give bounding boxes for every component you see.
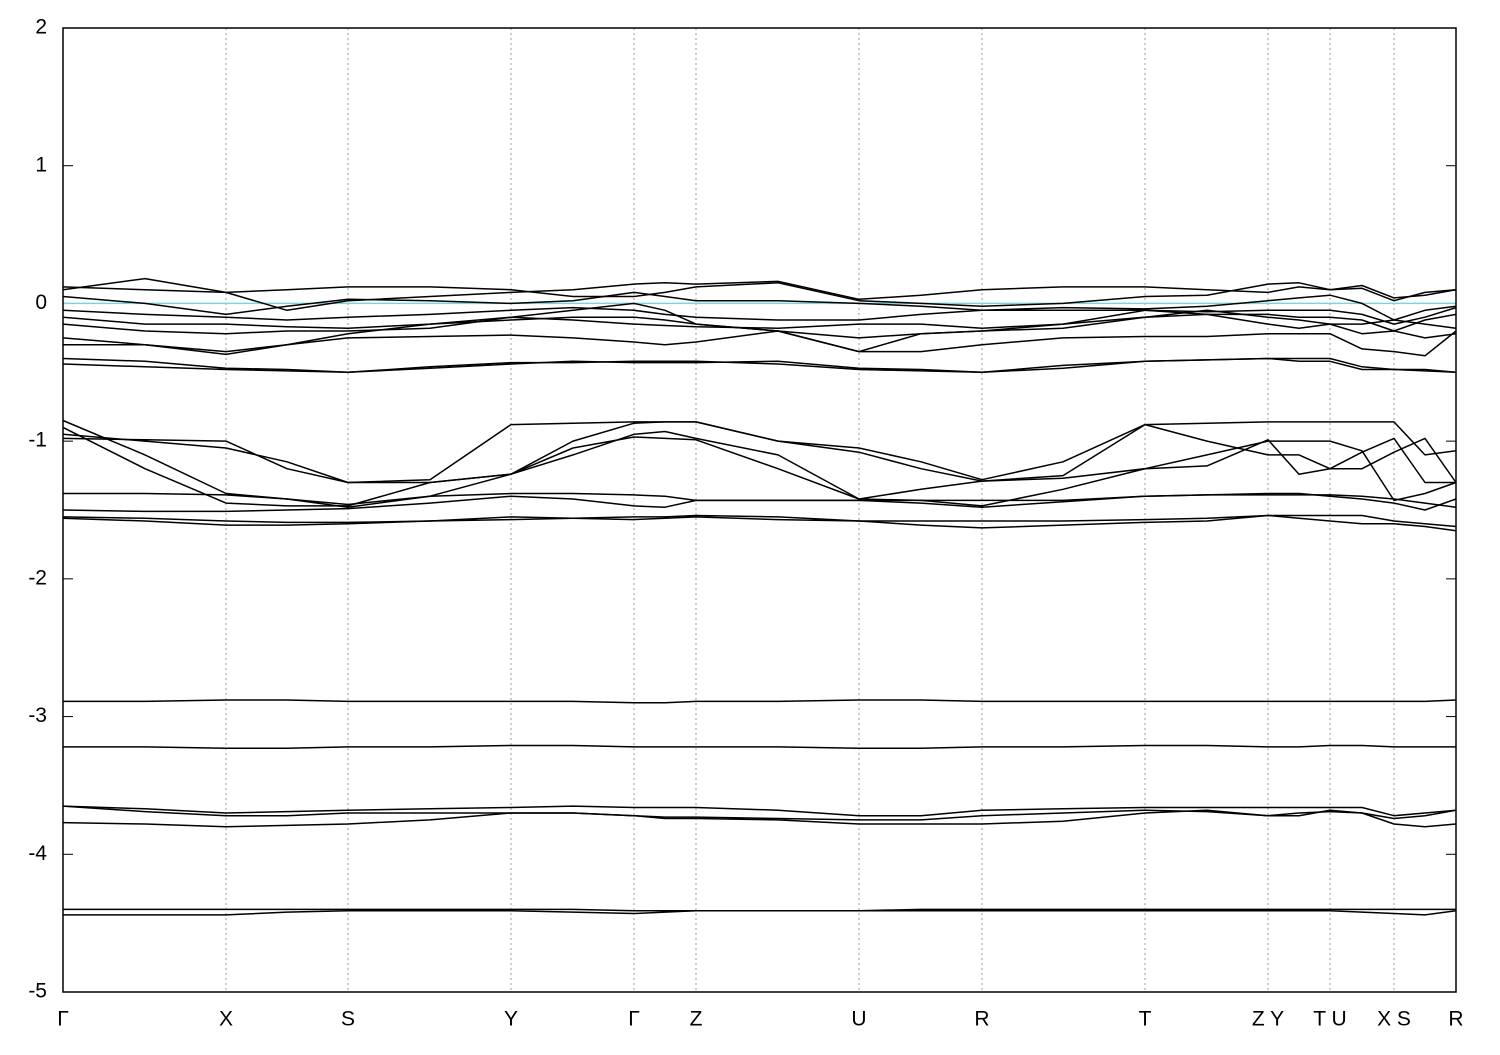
y-tick-label: -2	[28, 566, 47, 589]
y-tick-label: 0	[35, 291, 47, 314]
x-tick-label: T U	[1313, 1008, 1346, 1031]
x-tick-label: U	[851, 1008, 866, 1031]
plot-frame	[62, 27, 1457, 993]
band	[62, 426, 1457, 507]
band	[63, 908, 1456, 912]
x-tick-label: T	[1139, 1008, 1152, 1031]
band	[62, 805, 1457, 821]
x-tick-label: X	[219, 1008, 233, 1031]
band	[62, 282, 1457, 307]
y-tick-label: -1	[28, 429, 47, 452]
band	[62, 514, 1457, 528]
y-tick-label: 1	[35, 153, 47, 176]
band	[63, 744, 1456, 749]
y-tick-label: -5	[28, 980, 47, 1003]
x-tick-label: R	[1448, 1008, 1463, 1031]
x-tick-label: R	[974, 1008, 989, 1031]
y-tick-label: -3	[28, 704, 47, 727]
x-tick-label: S	[341, 1008, 355, 1031]
band	[63, 699, 1457, 704]
x-tick-label: Z	[690, 1008, 703, 1031]
band	[62, 291, 1457, 321]
x-tick-label: Z Y	[1252, 1008, 1284, 1031]
band	[63, 492, 1457, 508]
x-tick-label: X S	[1377, 1008, 1411, 1031]
band	[62, 302, 1457, 339]
band	[62, 313, 1457, 332]
band	[62, 421, 1457, 484]
band	[62, 805, 1457, 817]
x-tick-label: Y	[504, 1008, 518, 1031]
y-tick-label: 2	[35, 16, 47, 39]
band	[62, 306, 1457, 325]
band	[62, 357, 1457, 374]
x-tick-label: Γ	[628, 1008, 640, 1031]
band	[62, 809, 1457, 828]
x-tick-label: Γ	[57, 1008, 69, 1031]
y-tick-label: -4	[28, 842, 47, 865]
